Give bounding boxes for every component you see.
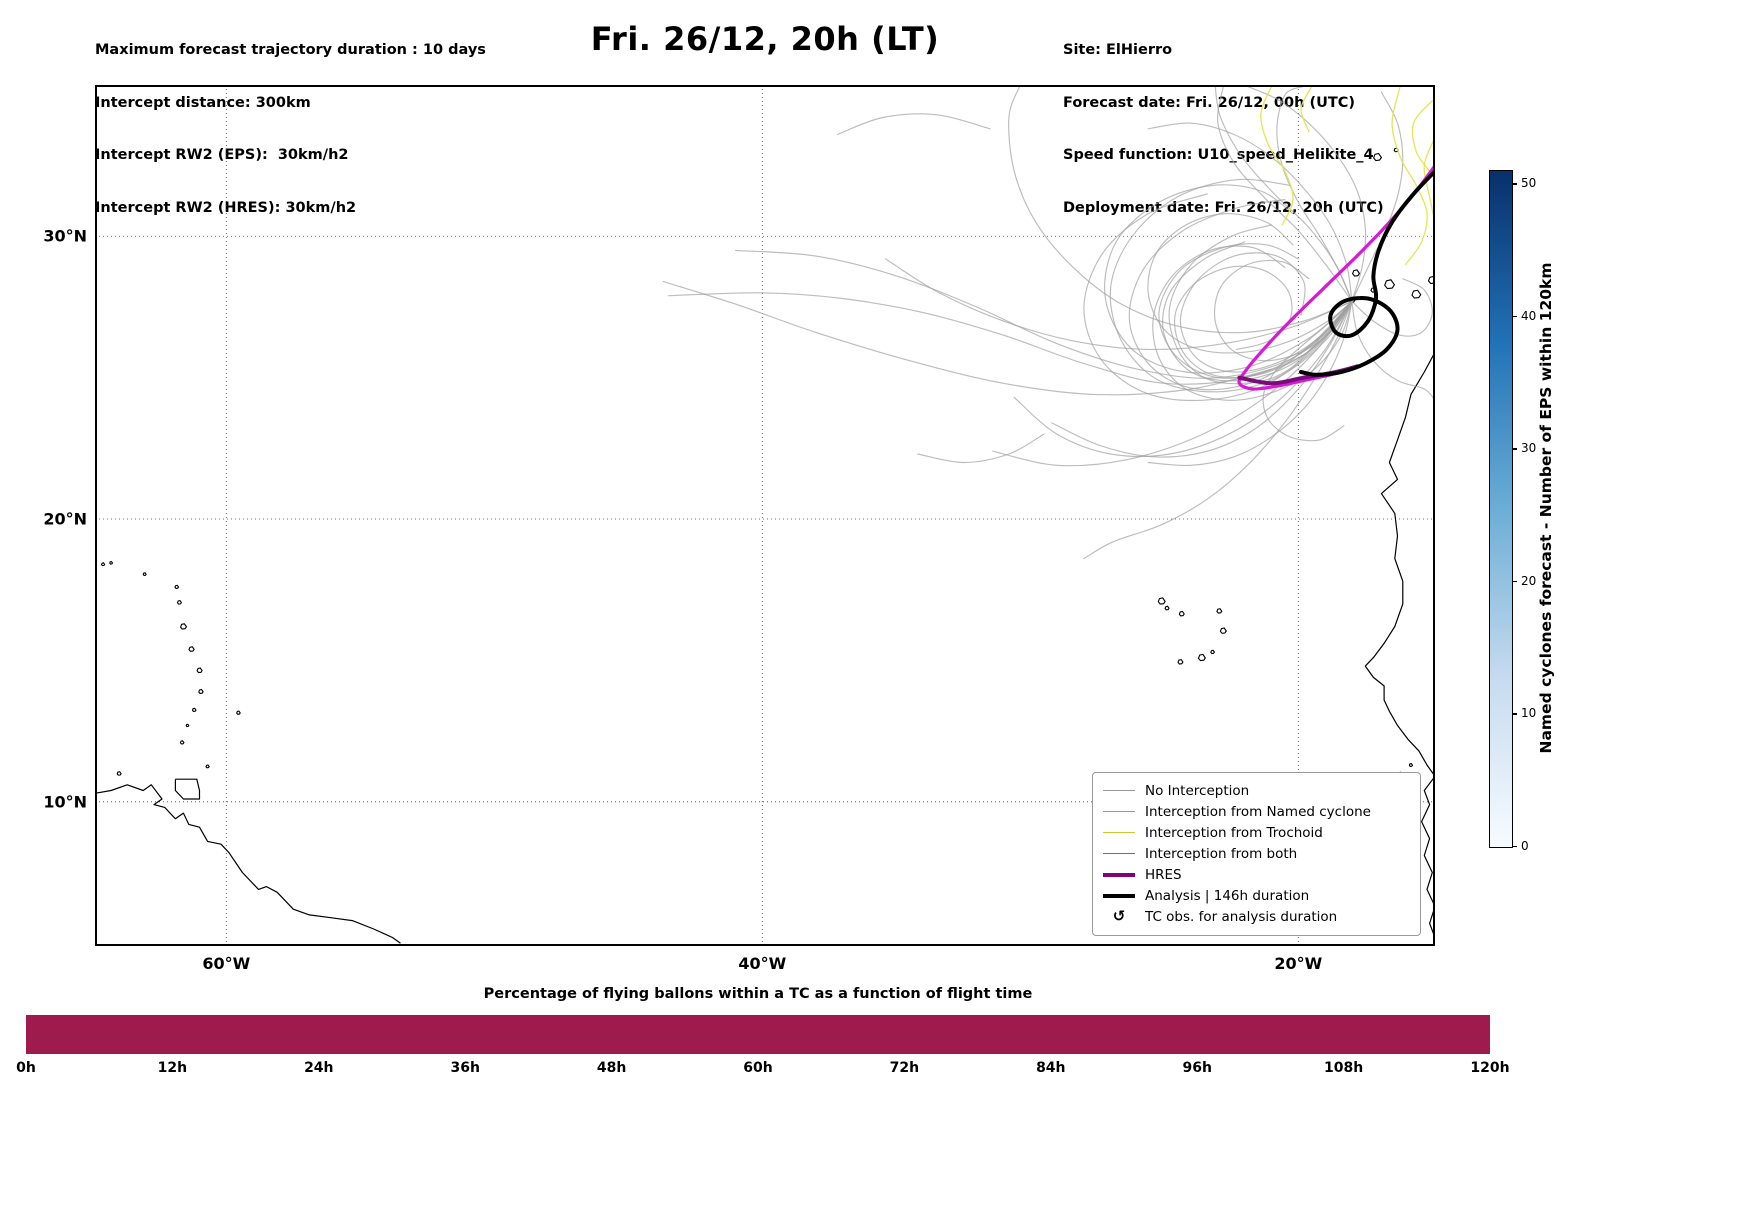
legend-swatch-wrap <box>1103 872 1135 877</box>
legend-swatch-wrap <box>1103 852 1135 855</box>
legend-item-named-cyclone: Interception from Named cyclone <box>1103 801 1410 822</box>
colorbar-tick-mark <box>1513 448 1517 450</box>
forecast-info: Site: ElHierro Forecast date: Fri. 26/12… <box>1063 7 1384 252</box>
colorbar-tick-label: 40 <box>1521 308 1537 323</box>
run-parameters: Maximum forecast trajectory duration : 1… <box>95 7 486 252</box>
x-tick-label: 60°W <box>202 954 251 973</box>
colorbar-tick-mark <box>1513 713 1517 715</box>
legend-swatch-wrap <box>1103 831 1135 834</box>
x-tick-label: 40°W <box>738 954 787 973</box>
legend-label: HRES <box>1145 866 1182 883</box>
info-speed-function: Speed function: U10_speed_Helikite_4 <box>1063 147 1374 163</box>
legend-item-both: Interception from both <box>1103 843 1410 864</box>
flight-time-tick-label: 84h <box>1036 1060 1066 1076</box>
param-intercept-rw2-hres: Intercept RW2 (HRES): 30km/h2 <box>95 199 357 216</box>
flight-time-tick-label: 108h <box>1323 1060 1364 1076</box>
map-legend: No Interception Interception from Named … <box>1092 772 1421 936</box>
flight-time-chart-title: Percentage of flying ballons within a TC… <box>483 986 1033 1002</box>
trajectory-map: No Interception Interception from Named … <box>95 85 1435 946</box>
yellow-line-swatch <box>1103 831 1135 834</box>
legend-swatch-wrap <box>1103 789 1135 792</box>
info-forecast-date: Forecast date: Fri. 26/12, 00h (UTC) <box>1063 94 1356 111</box>
map-canvas <box>95 85 1435 946</box>
circular-arrow-icon: ↺ <box>1112 907 1126 925</box>
colorbar-label: Named cyclones forecast - Number of EPS … <box>1537 262 1555 754</box>
colorbar-tick-label: 50 <box>1521 176 1537 191</box>
legend-label: Interception from Trochoid <box>1145 824 1323 841</box>
flight-time-tick-label: 0h <box>16 1060 36 1076</box>
green-line-swatch <box>1103 852 1135 855</box>
legend-item-analysis: Analysis | 146h duration <box>1103 885 1410 906</box>
param-intercept-distance: Intercept distance: 300km <box>95 94 311 111</box>
colorbar-tick-mark <box>1513 183 1517 185</box>
colorbar-tick-mark <box>1513 580 1517 583</box>
flight-time-tick-label: 72h <box>889 1060 920 1076</box>
flight-time-tick-label: 96h <box>1182 1060 1212 1076</box>
legend-label: No Interception <box>1145 782 1250 799</box>
purple-line-swatch <box>1103 872 1135 877</box>
legend-swatch-wrap <box>1103 893 1135 898</box>
colorbar-tick-mark <box>1513 846 1517 848</box>
colorbar-tick-mark <box>1513 315 1517 318</box>
colorbar-tick-label: 0 <box>1521 839 1529 853</box>
legend-label: Interception from both <box>1145 845 1298 862</box>
flight-time-tick-label: 12h <box>157 1060 188 1076</box>
flight-time-tick-label: 120h <box>1470 1060 1510 1076</box>
flight-time-tick-label: 60h <box>743 1060 773 1076</box>
legend-item-trochoid: Interception from Trochoid <box>1103 822 1410 843</box>
legend-item-no-interception: No Interception <box>1103 780 1410 801</box>
y-tick-label: 30°N <box>43 226 87 246</box>
param-intercept-rw2-eps: Intercept RW2 (EPS): 30km/h2 <box>95 147 349 163</box>
param-max-duration: Maximum forecast trajectory duration : 1… <box>95 42 486 58</box>
gray-line-swatch <box>1103 789 1135 792</box>
flight-time-tick-label: 48h <box>596 1060 627 1076</box>
legend-label: Analysis | 146h duration <box>1145 887 1310 904</box>
orange-line-swatch <box>1103 810 1135 813</box>
info-site: Site: ElHierro <box>1063 42 1173 58</box>
legend-label: Interception from Named cyclone <box>1145 803 1371 820</box>
page-title: Fri. 26/12, 20h (LT) <box>590 20 940 58</box>
x-tick-label: 20°W <box>1274 954 1323 973</box>
flight-time-bar <box>26 1015 1490 1054</box>
legend-item-hres: HRES <box>1103 864 1410 885</box>
colorbar-tick-label: 10 <box>1521 706 1537 721</box>
flight-time-tick-label: 36h <box>450 1060 480 1076</box>
legend-item-tc-obs: ↺ TC obs. for analysis duration <box>1103 906 1410 927</box>
colorbar-tick-label: 30 <box>1521 441 1537 456</box>
y-tick-label: 10°N <box>43 792 87 812</box>
y-tick-label: 20°N <box>43 509 87 529</box>
black-line-swatch <box>1103 893 1135 898</box>
colorbar <box>1489 170 1513 848</box>
legend-label: TC obs. for analysis duration <box>1145 908 1338 925</box>
flight-time-tick-label: 24h <box>304 1060 334 1076</box>
legend-swatch-wrap <box>1103 810 1135 813</box>
colorbar-tick-label: 20 <box>1521 573 1537 588</box>
